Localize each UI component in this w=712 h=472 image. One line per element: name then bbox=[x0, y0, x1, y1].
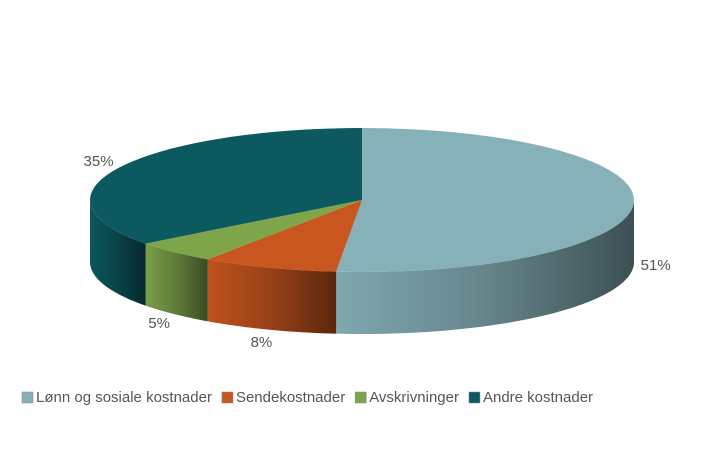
legend-swatch bbox=[354, 391, 367, 404]
pie-slice bbox=[145, 200, 362, 260]
pie-slice bbox=[207, 200, 362, 272]
pie-slice bbox=[336, 128, 634, 272]
legend-label: Lønn og sosiale kostnader bbox=[36, 389, 212, 406]
pie-side-shade bbox=[90, 200, 146, 306]
pie-side-shade bbox=[145, 243, 208, 322]
legend-item: Andre kostnader bbox=[468, 389, 593, 406]
legend-swatch bbox=[468, 391, 481, 404]
legend-item: Lønn og sosiale kostnader bbox=[21, 389, 212, 406]
legend-swatch bbox=[21, 391, 34, 404]
data-label: 35% bbox=[84, 153, 114, 170]
legend-item: Sendekostnader bbox=[221, 389, 345, 406]
legend-swatch bbox=[221, 391, 234, 404]
pie-side-shade bbox=[336, 200, 634, 334]
pie-side-shade bbox=[207, 259, 337, 334]
pie-slice bbox=[90, 128, 362, 244]
data-label: 5% bbox=[148, 315, 170, 332]
legend-label: Sendekostnader bbox=[236, 389, 345, 406]
data-label: 51% bbox=[641, 257, 671, 274]
legend-label: Avskrivninger bbox=[369, 389, 459, 406]
data-label: 8% bbox=[251, 334, 273, 351]
legend-item: Avskrivninger bbox=[354, 389, 459, 406]
legend-label: Andre kostnader bbox=[483, 389, 593, 406]
